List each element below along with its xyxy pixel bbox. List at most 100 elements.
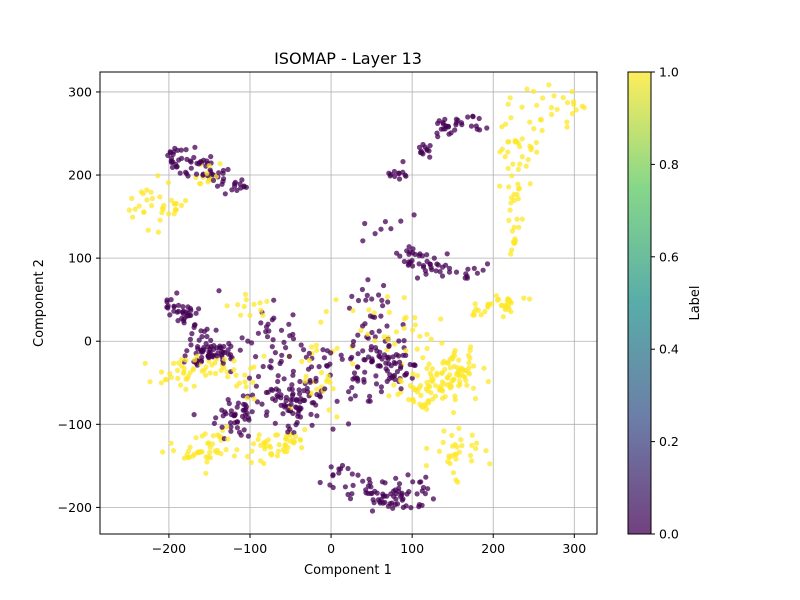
scatter-point-label-0	[403, 503, 409, 509]
scatter-point-label-0	[234, 187, 240, 193]
scatter-point-label-1	[159, 205, 165, 211]
scatter-point-label-0	[241, 184, 247, 190]
scatter-point-label-0	[187, 336, 193, 342]
scatter-point-label-1	[325, 373, 331, 379]
scatter-point-label-0	[339, 462, 346, 469]
scatter-point-label-1	[510, 161, 516, 167]
scatter-point-label-1	[502, 154, 508, 160]
scatter-point-label-1	[507, 95, 513, 101]
scatter-point-label-1	[233, 372, 239, 378]
scatter-point-label-0	[405, 472, 411, 478]
scatter-point-label-0	[175, 308, 182, 314]
scatter-point-label-0	[427, 154, 433, 160]
scatter-point-label-1	[527, 296, 533, 302]
scatter-point-label-1	[210, 433, 216, 439]
scatter-point-label-1	[170, 448, 177, 454]
scatter-point-label-0	[210, 353, 216, 359]
scatter-point-label-0	[254, 399, 260, 405]
scatter-point-label-0	[324, 348, 330, 354]
scatter-point-label-1	[515, 181, 521, 187]
scatter-point-label-0	[422, 491, 428, 497]
scatter-point-label-0	[440, 264, 446, 270]
scatter-point-label-0	[287, 333, 293, 339]
scatter-point-label-1	[183, 197, 189, 204]
scatter-point-label-1	[262, 446, 268, 452]
scatter-point-label-1	[527, 119, 533, 125]
scatter-point-label-0	[317, 479, 323, 486]
scatter-point-label-0	[193, 171, 200, 177]
scatter-point-label-1	[554, 106, 560, 112]
scatter-point-label-0	[239, 335, 245, 341]
scatter-point-label-1	[256, 432, 262, 438]
scatter-point-label-1	[144, 197, 150, 203]
scatter-point-label-0	[222, 409, 228, 415]
scatter-point-label-1	[269, 452, 275, 458]
scatter-point-label-1	[274, 453, 280, 459]
scatter-point-label-1	[207, 444, 213, 450]
scatter-point-label-0	[213, 327, 219, 333]
scatter-point-label-1	[291, 439, 297, 445]
scatter-point-label-1	[221, 365, 227, 371]
scatter-point-label-0	[232, 183, 238, 189]
scatter-point-label-1	[414, 346, 420, 352]
scatter-point-label-0	[381, 352, 388, 358]
scatter-point-label-0	[383, 360, 389, 366]
scatter-point-label-1	[203, 372, 209, 378]
scatter-point-label-1	[216, 433, 222, 439]
scatter-point-label-0	[255, 373, 262, 380]
scatter-point-label-1	[452, 451, 458, 457]
scatter-point-label-1	[472, 301, 478, 307]
scatter-point-label-0	[171, 303, 177, 309]
scatter-point-label-0	[228, 424, 234, 430]
scatter-point-label-1	[514, 216, 520, 222]
scatter-point-label-0	[278, 392, 284, 398]
scatter-point-label-0	[297, 378, 303, 385]
scatter-point-label-0	[314, 413, 320, 419]
scatter-point-label-1	[231, 358, 237, 364]
scatter-point-label-0	[390, 354, 396, 360]
scatter-point-label-0	[260, 363, 266, 370]
scatter-point-label-0	[422, 268, 428, 274]
scatter-point-label-0	[403, 352, 409, 358]
scatter-point-label-0	[468, 123, 475, 129]
scatter-point-label-0	[184, 348, 190, 354]
scatter-point-label-0	[391, 359, 397, 366]
scatter-point-label-1	[333, 297, 339, 303]
scatter-point-label-1	[276, 442, 282, 448]
scatter-point-label-0	[271, 297, 277, 303]
scatter-point-label-0	[289, 386, 295, 392]
scatter-point-label-0	[219, 424, 225, 430]
scatter-point-label-1	[499, 124, 505, 130]
scatter-point-label-1	[158, 380, 164, 386]
scatter-point-label-0	[213, 415, 219, 421]
scatter-point-label-0	[208, 154, 214, 160]
scatter-point-label-1	[428, 336, 434, 342]
scatter-point-label-1	[424, 331, 430, 337]
scatter-point-label-0	[362, 369, 368, 375]
scatter-point-label-0	[214, 183, 221, 189]
scatter-point-label-0	[285, 407, 291, 413]
scatter-point-label-0	[175, 302, 182, 308]
scatter-point-label-1	[248, 459, 254, 466]
scatter-point-label-0	[362, 357, 368, 363]
axis-ticks: −200 −100 0 100 200 300 −200 −100 0 100 200 300	[58, 84, 587, 556]
scatter-point-label-0	[398, 218, 404, 224]
scatter-point-label-0	[196, 337, 202, 343]
scatter-point-label-0	[471, 265, 477, 271]
scatter-point-label-1	[171, 201, 177, 207]
scatter-point-label-1	[267, 444, 273, 450]
colorbar-tick-label: 0.0	[659, 527, 679, 542]
scatter-point-label-0	[191, 412, 197, 418]
scatter-point-label-0	[306, 350, 312, 356]
chart-title: ISOMAP - Layer 13	[274, 49, 422, 68]
scatter-point-label-0	[380, 500, 386, 506]
scatter-point-label-0	[409, 375, 415, 381]
scatter-point-label-1	[175, 375, 181, 381]
scatter-point-label-0	[234, 404, 240, 410]
x-tick-label: 300	[562, 541, 586, 556]
scatter-point-label-0	[480, 267, 486, 273]
scatter-point-label-0	[446, 269, 453, 275]
scatter-point-label-0	[238, 432, 244, 438]
scatter-point-label-0	[350, 342, 356, 349]
